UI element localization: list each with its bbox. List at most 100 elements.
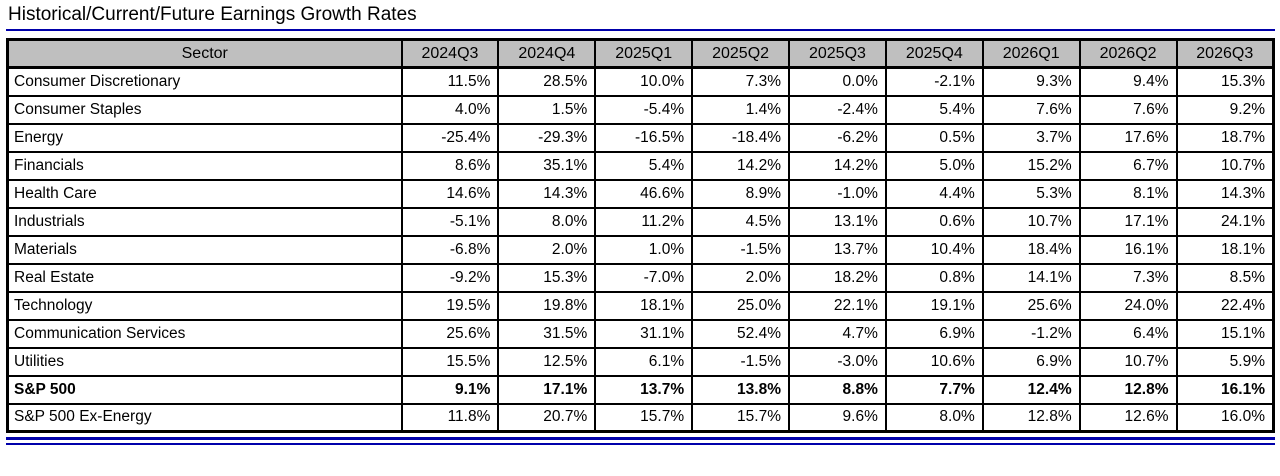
value-cell: 46.6% [594,178,694,209]
sector-cell: Technology [6,290,403,321]
value-cell: 18.1% [594,290,694,321]
table-row: Consumer Discretionary 11.5% 28.5% 10.0% 7.3… [6,66,1275,97]
quarter-column-header: 2025Q2 [691,38,790,69]
quarter-column-header: 2024Q4 [497,38,597,69]
quarter-column-header: 2026Q1 [981,38,1081,69]
value-cell: 6.4% [1078,318,1178,349]
table-row: S&P 500 9.1% 17.1% 13.7% 13.8% 8.8% 7.7% 12.4% 1… [6,374,1275,405]
sector-cell: Energy [6,122,403,153]
value-cell: 10.7% [981,206,1081,237]
value-cell: 5.4% [594,150,694,181]
value-cell: 8.5% [1175,262,1275,293]
value-cell: 8.0% [497,206,597,237]
quarter-column-header: 2026Q3 [1175,38,1275,69]
table-row: Utilities 15.5% 12.5% 6.1% -1.5% -3.0% 10.6% 6.… [6,346,1275,377]
table-row: S&P 500 Ex-Energy 11.8% 20.7% 15.7% 15.7% 9.6… [6,402,1275,433]
sector-cell: S&P 500 Ex-Energy [6,402,403,433]
value-cell: 10.7% [1078,346,1178,377]
value-cell: 31.1% [594,318,694,349]
value-cell: 17.1% [497,374,597,405]
value-cell: 14.2% [788,150,887,181]
quarter-column-header: 2024Q3 [400,38,500,69]
value-cell: 19.5% [400,290,500,321]
table-row: Materials -6.8% 2.0% 1.0% -1.5% 13.7% 10.4% 18.… [6,234,1275,265]
value-cell: -1.2% [981,318,1081,349]
table-header: Sector 2024Q3 2024Q4 2025Q1 2025Q2 2025Q3 2025… [6,38,1275,69]
value-cell: 19.8% [497,290,597,321]
sector-cell: Health Care [6,178,403,209]
value-cell: 28.5% [497,66,597,97]
value-cell: 7.3% [1078,262,1178,293]
value-cell: 4.4% [884,178,984,209]
value-cell: 10.7% [1175,150,1275,181]
value-cell: -1.0% [788,178,887,209]
value-cell: -6.2% [788,122,887,153]
sector-cell: Consumer Discretionary [6,66,403,97]
value-cell: 15.2% [981,150,1081,181]
value-cell: 13.1% [788,206,887,237]
value-cell: 22.1% [788,290,887,321]
quarter-column-header: 2025Q1 [594,38,694,69]
value-cell: 1.0% [594,234,694,265]
value-cell: 13.7% [594,374,694,405]
value-cell: 12.8% [1078,374,1178,405]
value-cell: 5.3% [981,178,1081,209]
sector-cell: S&P 500 [6,374,403,405]
value-cell: 13.7% [788,234,887,265]
sector-cell: Utilities [6,346,403,377]
value-cell: 7.6% [1078,94,1178,125]
value-cell: 9.3% [981,66,1081,97]
sector-cell: Communication Services [6,318,403,349]
table-row: Technology 19.5% 19.8% 18.1% 25.0% 22.1% 19.1%… [6,290,1275,321]
value-cell: 18.7% [1175,122,1275,153]
value-cell: 16.1% [1175,374,1275,405]
value-cell: -9.2% [400,262,500,293]
quarter-column-header: 2025Q4 [884,38,984,69]
value-cell: 4.7% [788,318,887,349]
table-row: Energy -25.4% -29.3% -16.5% -18.4% -6.2% 0.5% 3… [6,122,1275,153]
value-cell: 35.1% [497,150,597,181]
value-cell: 12.6% [1078,402,1178,433]
value-cell: 15.7% [594,402,694,433]
value-cell: 15.1% [1175,318,1275,349]
value-cell: 15.3% [497,262,597,293]
value-cell: 1.4% [691,94,790,125]
value-cell: 11.2% [594,206,694,237]
value-cell: 0.5% [884,122,984,153]
value-cell: 2.0% [497,234,597,265]
value-cell: 25.6% [400,318,500,349]
value-cell: -2.1% [884,66,984,97]
value-cell: 17.6% [1078,122,1178,153]
header-row: Sector 2024Q3 2024Q4 2025Q1 2025Q2 2025Q3 2025… [6,38,1275,69]
value-cell: 17.1% [1078,206,1178,237]
value-cell: 14.3% [497,178,597,209]
value-cell: 52.4% [691,318,790,349]
value-cell: 7.3% [691,66,790,97]
quarter-column-header: 2026Q2 [1078,38,1178,69]
value-cell: 5.9% [1175,346,1275,377]
value-cell: 18.4% [981,234,1081,265]
value-cell: -29.3% [497,122,597,153]
page-title: Historical/Current/Future Earnings Growt… [8,4,417,25]
sector-cell: Industrials [6,206,403,237]
value-cell: 7.7% [884,374,984,405]
value-cell: -18.4% [691,122,790,153]
value-cell: 8.6% [400,150,500,181]
sector-column-header: Sector [6,38,403,69]
value-cell: -1.5% [691,234,790,265]
quarter-column-header: 2025Q3 [788,38,887,69]
value-cell: 7.6% [981,94,1081,125]
value-cell: 14.3% [1175,178,1275,209]
earnings-table: Sector 2024Q3 2024Q4 2025Q1 2025Q2 2025Q3 2025… [6,38,1275,433]
table-row: Industrials -5.1% 8.0% 11.2% 4.5% 13.1% 0.6% 10… [6,206,1275,237]
value-cell: 5.4% [884,94,984,125]
table-row: Health Care 14.6% 14.3% 46.6% 8.9% -1.0% 4.4% 5… [6,178,1275,209]
value-cell: 25.6% [981,290,1081,321]
value-cell: -5.1% [400,206,500,237]
value-cell: 22.4% [1175,290,1275,321]
value-cell: 15.3% [1175,66,1275,97]
earnings-growth-page: Historical/Current/Future Earnings Growt… [6,4,1275,445]
bottom-double-rule [6,437,1275,445]
value-cell: -1.5% [691,346,790,377]
value-cell: 31.5% [497,318,597,349]
